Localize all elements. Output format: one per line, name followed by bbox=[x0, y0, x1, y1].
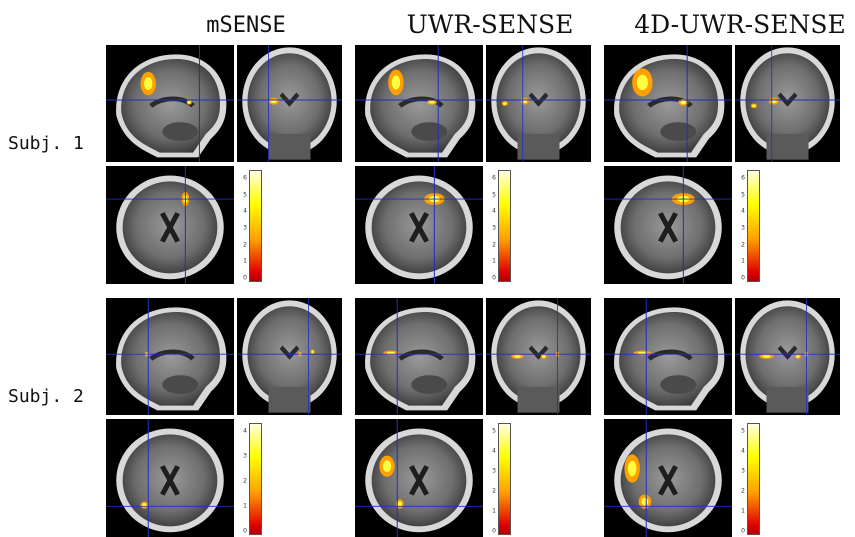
colorbar-tick-label: 0 bbox=[492, 527, 496, 535]
colorbar-tick-label: 4 bbox=[243, 427, 247, 435]
colorbar-tick-label: 2 bbox=[492, 241, 496, 249]
colorbar-tick-label: 6 bbox=[243, 174, 247, 182]
colorbar-gradient bbox=[249, 170, 262, 282]
colorbar-tick-label: 0 bbox=[741, 274, 745, 282]
colorbar-gradient bbox=[498, 423, 511, 535]
colorbar-tick-label: 0 bbox=[492, 274, 496, 282]
colorbar-tick-label: 1 bbox=[243, 502, 247, 510]
sagittal-slice bbox=[355, 45, 483, 162]
colorbar-tick-label: 4 bbox=[243, 207, 247, 215]
colorbar-tick-label: 2 bbox=[243, 477, 247, 485]
colorbar-tick-label: 3 bbox=[243, 452, 247, 460]
coronal-slice bbox=[237, 298, 342, 415]
colorbar-tick-label: 4 bbox=[492, 207, 496, 215]
colorbar-tick-label: 2 bbox=[243, 241, 247, 249]
axial-slice bbox=[106, 166, 234, 284]
colorbar-gradient bbox=[249, 423, 262, 535]
axial-slice bbox=[355, 419, 483, 537]
colorbar-tick-label: 0 bbox=[243, 274, 247, 282]
colorbar-tick-label: 2 bbox=[741, 487, 745, 495]
colorbar-tick-label: 1 bbox=[741, 257, 745, 265]
colorbar-tick-label: 4 bbox=[741, 447, 745, 455]
sagittal-slice bbox=[604, 45, 732, 162]
row-label-subject-2: Subj. 2 bbox=[8, 386, 84, 407]
coronal-slice bbox=[486, 298, 591, 415]
colorbar-tick-label: 2 bbox=[492, 487, 496, 495]
colorbar-tick-label: 4 bbox=[492, 447, 496, 455]
sagittal-slice bbox=[106, 45, 234, 162]
colorbar-tick-label: 5 bbox=[741, 191, 745, 199]
axial-slice bbox=[355, 166, 483, 284]
colorbar-tick-label: 0 bbox=[243, 527, 247, 535]
colorbar-tick-label: 5 bbox=[243, 191, 247, 199]
sagittal-slice bbox=[604, 298, 732, 415]
colorbar-tick-label: 5 bbox=[492, 191, 496, 199]
axial-slice bbox=[106, 419, 234, 537]
colorbar-tick-label: 3 bbox=[492, 224, 496, 232]
colorbar-gradient bbox=[498, 170, 511, 282]
axial-slice bbox=[604, 166, 732, 284]
colorbar-tick-label: 3 bbox=[741, 467, 745, 475]
axial-slice bbox=[604, 419, 732, 537]
colorbar: 4 3 2 1 0 bbox=[239, 423, 263, 535]
colorbar-tick-label: 1 bbox=[243, 257, 247, 265]
sagittal-slice bbox=[106, 298, 234, 415]
coronal-slice bbox=[735, 45, 840, 162]
colorbar-tick-label: 4 bbox=[741, 207, 745, 215]
colorbar-gradient bbox=[747, 170, 760, 282]
colorbar-tick-label: 2 bbox=[741, 241, 745, 249]
column-title-uwr-sense: UWR-SENSE bbox=[406, 10, 574, 39]
colorbar: 5 4 3 2 1 0 bbox=[737, 423, 761, 535]
column-title-msense: mSENSE bbox=[206, 13, 286, 38]
colorbar-tick-label: 0 bbox=[741, 527, 745, 535]
colorbar-tick-label: 5 bbox=[492, 427, 496, 435]
colorbar: 6 5 4 3 2 1 0 bbox=[488, 170, 512, 282]
colorbar-gradient bbox=[747, 423, 760, 535]
row-label-subject-1: Subj. 1 bbox=[8, 133, 84, 154]
colorbar: 6 5 4 3 2 1 0 bbox=[239, 170, 263, 282]
colorbar-tick-label: 3 bbox=[492, 467, 496, 475]
colorbar-tick-label: 1 bbox=[741, 507, 745, 515]
colorbar-tick-label: 3 bbox=[741, 224, 745, 232]
colorbar-tick-label: 3 bbox=[243, 224, 247, 232]
colorbar: 5 4 3 2 1 0 bbox=[488, 423, 512, 535]
coronal-slice bbox=[237, 45, 342, 162]
colorbar-tick-label: 1 bbox=[492, 507, 496, 515]
colorbar-tick-label: 6 bbox=[492, 174, 496, 182]
colorbar-tick-label: 5 bbox=[741, 427, 745, 435]
colorbar: 6 5 4 3 2 1 0 bbox=[737, 170, 761, 282]
sagittal-slice bbox=[355, 298, 483, 415]
coronal-slice bbox=[735, 298, 840, 415]
colorbar-tick-label: 6 bbox=[741, 174, 745, 182]
coronal-slice bbox=[486, 45, 591, 162]
column-title-4d-uwr-sense: 4D-UWR-SENSE bbox=[634, 10, 846, 39]
colorbar-tick-label: 1 bbox=[492, 257, 496, 265]
